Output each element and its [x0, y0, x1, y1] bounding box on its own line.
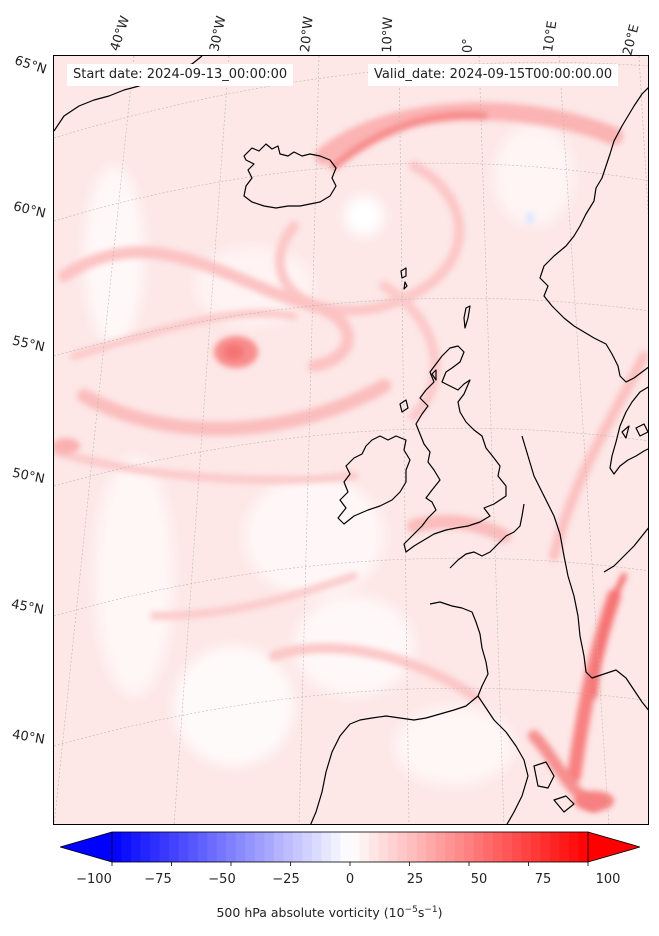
- colorbar-cell: [159, 832, 170, 862]
- colorbar-cell: [302, 832, 313, 862]
- colorbar-cell: [388, 832, 399, 862]
- colorbar-cell: [397, 832, 408, 862]
- colorbar-extend-high: [588, 832, 640, 862]
- colorbar-cell: [188, 832, 199, 862]
- colorbar-cell: [445, 832, 456, 862]
- lon-label-20e: 20°E: [620, 23, 643, 57]
- colorbar-cell: [407, 832, 418, 862]
- lat-label-40n: 40°N: [10, 727, 46, 748]
- colorbar-cell: [216, 832, 227, 862]
- graticule-lines: [54, 56, 648, 824]
- colorbar-tickmarks: [111, 862, 589, 866]
- colorbar-cell: [311, 832, 322, 862]
- colorbar-tick-label: 25: [406, 872, 424, 887]
- vorticity-map: [53, 55, 649, 825]
- lon-label-0: 0°: [461, 38, 476, 53]
- colorbar-cells: [112, 832, 589, 862]
- colorbar-cell: [511, 832, 522, 862]
- colorbar-cell: [369, 832, 380, 862]
- colorbar-tick-label: 75: [534, 872, 552, 887]
- lon-label-10e: 10°E: [541, 19, 561, 53]
- lat-label-50n: 50°N: [10, 465, 46, 488]
- colorbar-title: 500 hPa absolute vorticity (10−5s−1): [216, 905, 443, 921]
- lon-label-40w: 40°W: [107, 14, 134, 53]
- colorbar-cell: [521, 832, 532, 862]
- colorbar-cell: [264, 832, 275, 862]
- vorticity-low-patches: [84, 126, 574, 786]
- colorbar-cell: [140, 832, 151, 862]
- colorbar-cell: [340, 832, 351, 862]
- colorbar-cell: [435, 832, 446, 862]
- colorbar-cell: [254, 832, 265, 862]
- colorbar-cell: [473, 832, 484, 862]
- colorbar-cell: [378, 832, 389, 862]
- colorbar-cell: [283, 832, 294, 862]
- colorbar-extend-low: [60, 832, 112, 862]
- colorbar-cell: [540, 832, 551, 862]
- colorbar-cell: [273, 832, 284, 862]
- colorbar-cell: [502, 832, 513, 862]
- colorbar-cell: [559, 832, 570, 862]
- colorbar-cell: [245, 832, 256, 862]
- colorbar-cell: [321, 832, 332, 862]
- vorticity-maxima: [54, 211, 614, 811]
- colorbar-tick-label: −25: [272, 872, 300, 887]
- colorbar-cell: [350, 832, 361, 862]
- colorbar-tick-label: 0: [345, 872, 355, 887]
- colorbar-tick-label: 50: [470, 872, 488, 887]
- colorbar-cell: [416, 832, 427, 862]
- colorbar-tick-label: 100: [595, 872, 621, 887]
- colorbar-cell: [549, 832, 560, 862]
- lon-label-10w: 10°W: [380, 16, 397, 53]
- colorbar-cell: [464, 832, 475, 862]
- lat-label-65n: 65°N: [12, 53, 49, 78]
- colorbar-cell: [178, 832, 189, 862]
- colorbar-cell: [578, 832, 589, 862]
- colorbar-tick-label: −75: [144, 872, 172, 887]
- colorbar-cell: [483, 832, 494, 862]
- colorbar-cell: [359, 832, 370, 862]
- lon-label-30w: 30°W: [207, 14, 230, 53]
- colorbar-cell: [131, 832, 142, 862]
- colorbar: [60, 831, 640, 866]
- colorbar-cell: [492, 832, 503, 862]
- colorbar-cell: [169, 832, 180, 862]
- map-canvas: [54, 56, 648, 824]
- colorbar-cell: [226, 832, 237, 862]
- colorbar-tick-label: −100: [76, 872, 112, 887]
- colorbar-tick-label: −50: [208, 872, 236, 887]
- colorbar-cell: [454, 832, 465, 862]
- colorbar-cell: [330, 832, 341, 862]
- colorbar-cell: [292, 832, 303, 862]
- colorbar-cell: [530, 832, 541, 862]
- colorbar-cell: [112, 832, 123, 862]
- lon-label-20w: 20°W: [298, 15, 317, 54]
- valid-date-label: Valid_date: 2024-09-15T00:00:00.00: [368, 64, 619, 86]
- lat-label-60n: 60°N: [11, 199, 48, 222]
- colorbar-cell: [207, 832, 218, 862]
- colorbar-cell: [235, 832, 246, 862]
- lat-label-55n: 55°N: [10, 333, 47, 356]
- lat-label-45n: 45°N: [9, 597, 45, 618]
- colorbar-cell: [197, 832, 208, 862]
- colorbar-cell: [568, 832, 579, 862]
- start-date-label: Start date: 2024-09-13_00:00:00: [67, 64, 294, 86]
- colorbar-cell: [150, 832, 161, 862]
- colorbar-cell: [121, 832, 132, 862]
- colorbar-cell: [426, 832, 437, 862]
